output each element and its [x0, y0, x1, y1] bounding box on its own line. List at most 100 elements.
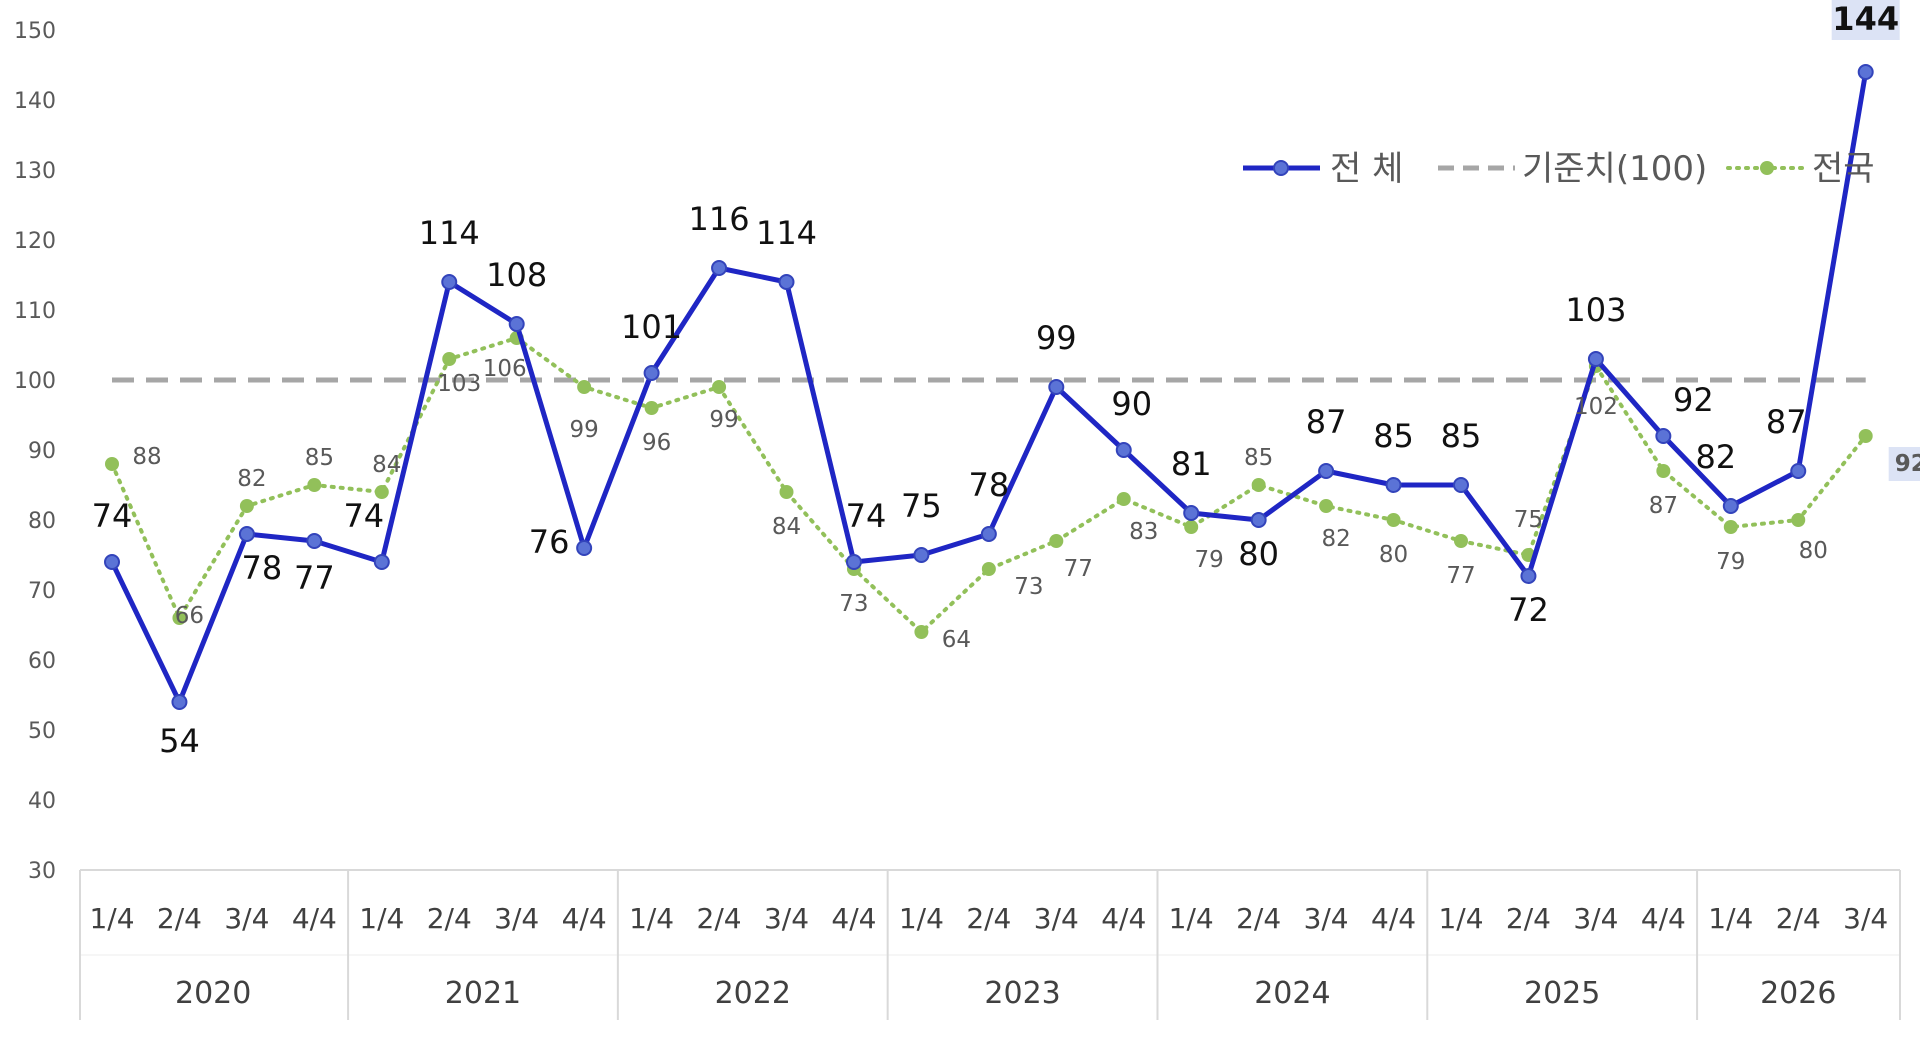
national-data-label: 99	[570, 417, 599, 443]
total-data-label: 54	[159, 722, 200, 760]
national-data-label: 83	[1129, 519, 1158, 545]
year-label: 2026	[1760, 976, 1836, 1011]
x-tick-label: 1/4	[89, 902, 134, 935]
year-label: 2020	[175, 976, 251, 1011]
total-point	[1722, 498, 1739, 514]
total-point	[1385, 477, 1402, 493]
national-point	[1386, 513, 1401, 527]
x-tick-label: 1/4	[1708, 902, 1753, 935]
national-highlight-box	[1888, 447, 1920, 481]
total-point	[778, 274, 795, 290]
national-point	[1116, 492, 1131, 506]
national-data-label: 73	[1014, 574, 1043, 600]
x-tick-label: 2/4	[1236, 902, 1281, 935]
total-data-label: 103	[1565, 291, 1626, 329]
national-point	[1184, 520, 1199, 534]
national-data-label: 102	[1574, 394, 1618, 420]
x-tick-label: 4/4	[831, 902, 876, 935]
total-highlight-box	[1831, 0, 1900, 40]
total-data-label: 77	[294, 559, 335, 597]
national-point	[105, 457, 119, 471]
national-data-label: 66	[175, 603, 204, 629]
national-point	[779, 485, 794, 499]
total-point	[980, 526, 997, 542]
national-data-label: 75	[1514, 507, 1543, 533]
x-tick-label: 1/4	[1438, 902, 1483, 935]
national-point	[1049, 534, 1064, 548]
total-data-label: 74	[343, 497, 384, 535]
year-label: 2023	[984, 976, 1060, 1011]
total-point	[711, 260, 728, 276]
total-point	[1520, 568, 1537, 584]
total-data-label: 80	[1238, 535, 1279, 573]
legend-national-label: 전국	[1812, 149, 1875, 189]
x-tick-label: 1/4	[1169, 902, 1214, 935]
national-data-label: 79	[1195, 547, 1224, 573]
y-tick-label: 140	[14, 89, 56, 114]
x-tick-label: 4/4	[292, 902, 337, 935]
x-tick-label: 4/4	[1371, 902, 1416, 935]
total-data-label: 114	[419, 214, 480, 252]
total-point	[913, 547, 930, 563]
total-point	[373, 554, 390, 570]
x-tick-label: 4/4	[1641, 902, 1686, 935]
national-point	[1791, 513, 1806, 527]
national-data-label: 85	[305, 445, 334, 471]
national-point	[172, 611, 187, 625]
total-data-label: 72	[1508, 591, 1549, 629]
x-tick-label: 2/4	[427, 902, 472, 935]
national-data-label: 79	[1716, 549, 1745, 575]
national-data-label: 82	[1321, 526, 1350, 552]
y-tick-label: 120	[14, 229, 56, 254]
total-data-label: 87	[1766, 403, 1807, 441]
total-point	[238, 526, 255, 542]
y-tick-label: 110	[14, 299, 56, 324]
x-tick-label: 2/4	[157, 902, 202, 935]
total-data-label: 99	[1036, 319, 1077, 357]
total-data-label: 85	[1373, 417, 1414, 455]
total-data-label: 76	[529, 523, 570, 561]
x-tick-label: 1/4	[629, 902, 674, 935]
total-data-label: 114	[756, 214, 817, 252]
y-tick-label: 30	[28, 859, 56, 884]
total-point	[1318, 463, 1335, 479]
national-data-label: 96	[642, 430, 671, 456]
national-point	[1656, 464, 1671, 478]
legend: 전 체 기준치(100) 전국	[1243, 149, 1875, 189]
legend-national-marker	[1760, 161, 1774, 175]
national-point	[442, 352, 457, 366]
total-point	[643, 365, 660, 381]
x-tick-label: 4/4	[1101, 902, 1146, 935]
x-tick-label: 2/4	[1506, 902, 1551, 935]
total-data-label: 74	[92, 497, 133, 535]
total-point	[508, 316, 525, 332]
x-tick-label: 3/4	[494, 902, 539, 935]
national-data-label: 73	[839, 591, 868, 617]
x-tick-label: 3/4	[1573, 902, 1618, 935]
year-label: 2021	[445, 976, 521, 1011]
x-tick-label: 3/4	[1034, 902, 1079, 935]
national-point	[644, 401, 659, 415]
national-point	[981, 562, 996, 576]
national-data-label: 106	[483, 356, 527, 382]
y-tick-label: 130	[14, 159, 56, 184]
national-point	[307, 478, 322, 492]
x-tick-label: 3/4	[1304, 902, 1349, 935]
y-tick-label: 50	[28, 719, 56, 744]
national-data-label: 84	[372, 452, 401, 478]
year-label: 2022	[715, 976, 791, 1011]
total-series-layer	[104, 64, 1874, 710]
national-point	[914, 625, 929, 639]
total-data-label: 78	[968, 466, 1009, 504]
total-point	[1790, 463, 1807, 479]
total-point	[576, 540, 593, 556]
total-data-label: 78	[242, 549, 283, 587]
x-tick-label: 2/4	[697, 902, 742, 935]
total-data-label: 101	[621, 308, 682, 346]
national-data-label: 77	[1064, 556, 1093, 582]
x-tick-label: 1/4	[899, 902, 944, 935]
total-data-label: 85	[1441, 417, 1482, 455]
y-tick-label: 100	[14, 369, 56, 394]
total-point	[1857, 64, 1874, 80]
